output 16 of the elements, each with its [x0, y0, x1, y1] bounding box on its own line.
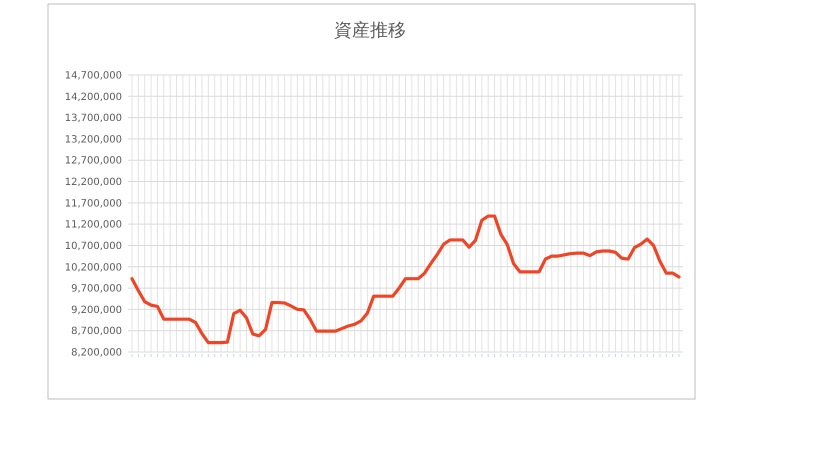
y-tick-label: 13,700,000 [64, 113, 122, 124]
chart-title: 資産推移 [334, 20, 406, 41]
y-tick-label: 9,200,000 [71, 304, 122, 316]
y-tick-label: 8,700,000 [71, 326, 122, 338]
y-tick-label: 8,200,000 [71, 348, 122, 358]
y-tick-label: 12,700,000 [64, 156, 122, 167]
y-tick-label: 11,200,000 [64, 220, 122, 231]
y-tick-label: 11,700,000 [64, 198, 122, 210]
y-tick-label: 10,700,000 [64, 240, 122, 252]
y-tick-label: 9,700,000 [71, 284, 122, 295]
y-tick-label: 14,200,000 [64, 92, 122, 103]
y-tick-label: 12,200,000 [64, 177, 122, 188]
line-series [130, 214, 681, 344]
y-tick-label: 14,700,000 [64, 70, 122, 82]
y-tick-label: 10,200,000 [64, 262, 122, 274]
y-tick-label: 13,200,000 [64, 134, 122, 146]
